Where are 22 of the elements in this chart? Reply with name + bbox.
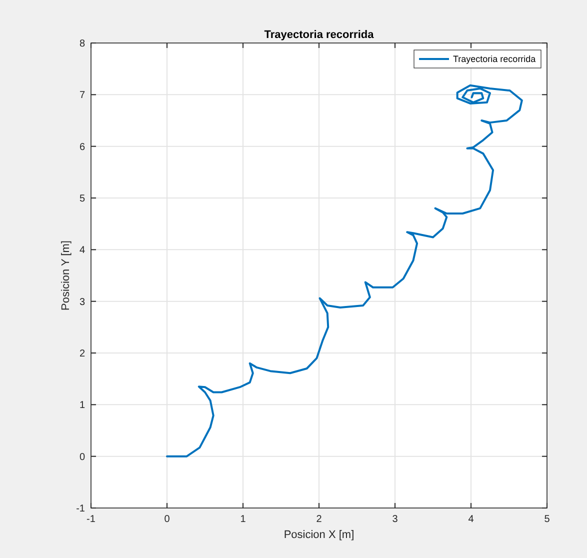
y-tick-label: 2 xyxy=(79,348,86,360)
x-tick-label: 4 xyxy=(468,514,474,525)
x-tick-label: 2 xyxy=(316,514,322,525)
y-tick-label: 7 xyxy=(79,90,86,102)
y-tick-label: 8 xyxy=(79,38,86,50)
y-tick-label: 1 xyxy=(79,400,86,412)
y-tick-label: 0 xyxy=(79,452,86,463)
x-axis-title: Posicion X [m] xyxy=(284,529,354,541)
x-tick-label: -1 xyxy=(86,514,96,525)
x-tick-label: 3 xyxy=(392,514,398,525)
x-tick-label: 0 xyxy=(164,514,170,525)
line-series xyxy=(166,84,523,458)
y-tick-label: 3 xyxy=(79,296,86,308)
y-tick-label: 4 xyxy=(79,245,86,256)
y-tick-label: -1 xyxy=(76,504,86,514)
chart-title: Trayectoria recorrida xyxy=(264,29,375,41)
y-tick-label: 5 xyxy=(79,194,86,204)
y-axis-title: Posicion Y [m] xyxy=(60,240,72,310)
x-tick-label: 1 xyxy=(240,514,246,525)
y-tick-label: 6 xyxy=(79,142,86,153)
legend-label: Trayectoria recorrida xyxy=(453,54,536,64)
x-tick-label: 5 xyxy=(544,514,550,525)
